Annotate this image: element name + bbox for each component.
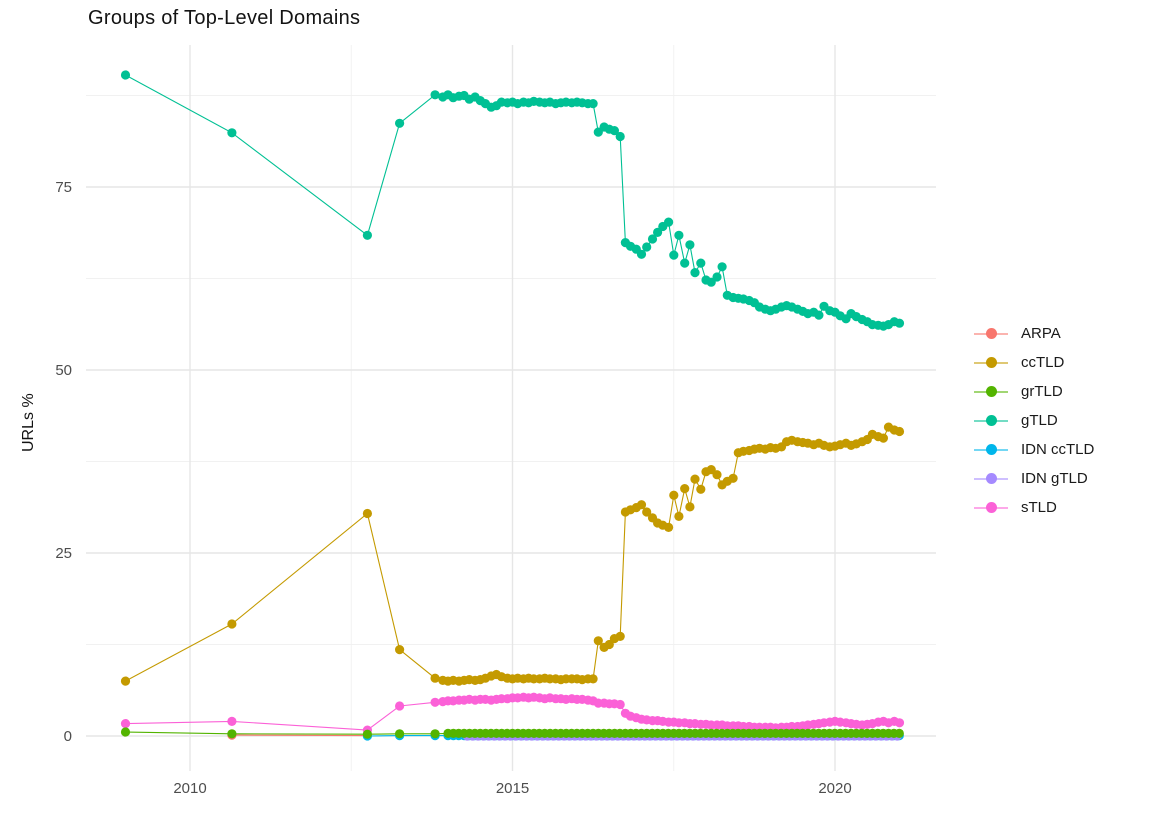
legend-swatch-icon xyxy=(974,493,1008,522)
y-axis-title: URLs % xyxy=(20,393,37,452)
legend-swatch-icon xyxy=(974,464,1008,493)
legend-item: sTLD xyxy=(974,493,1094,522)
legend-item: ARPA xyxy=(974,319,1094,348)
y-tick-label: 25 xyxy=(55,545,72,562)
y-tick-label: 50 xyxy=(55,362,72,379)
series-cctld xyxy=(120,422,905,686)
legend-label: gTLD xyxy=(1021,412,1058,429)
legend-swatch-icon xyxy=(974,377,1008,406)
series-line xyxy=(231,734,368,737)
legend: ARPA ccTLD grTLD gTLD IDN ccTLD xyxy=(974,319,1094,522)
y-tick-label: 75 xyxy=(55,179,72,196)
legend-swatch-icon xyxy=(974,435,1008,464)
legend-label: sTLD xyxy=(1021,499,1057,516)
legend-label: grTLD xyxy=(1021,383,1063,400)
series-grtld xyxy=(120,727,904,739)
legend-item: IDN gTLD xyxy=(974,464,1094,493)
x-tick-label: 2015 xyxy=(496,780,529,797)
legend-label: IDN ccTLD xyxy=(1021,441,1095,458)
legend-item: grTLD xyxy=(974,377,1094,406)
x-tick-label: 2010 xyxy=(173,780,206,797)
series-gtld xyxy=(120,70,905,331)
x-tick-label: 2020 xyxy=(818,780,851,797)
legend-swatch-icon xyxy=(974,348,1008,377)
legend-label: ccTLD xyxy=(1021,354,1065,371)
series-arpa xyxy=(227,730,372,741)
legend-swatch-icon xyxy=(974,319,1008,348)
legend-item: gTLD xyxy=(974,406,1094,435)
legend-swatch-icon xyxy=(974,406,1008,435)
series-stld xyxy=(120,692,905,735)
chart-title: Groups of Top-Level Domains xyxy=(88,7,361,29)
y-tick-label: 0 xyxy=(64,728,72,745)
legend-item: IDN ccTLD xyxy=(974,435,1094,464)
legend-label: IDN gTLD xyxy=(1021,470,1088,487)
legend-item: ccTLD xyxy=(974,348,1094,377)
legend-label: ARPA xyxy=(1021,325,1061,342)
